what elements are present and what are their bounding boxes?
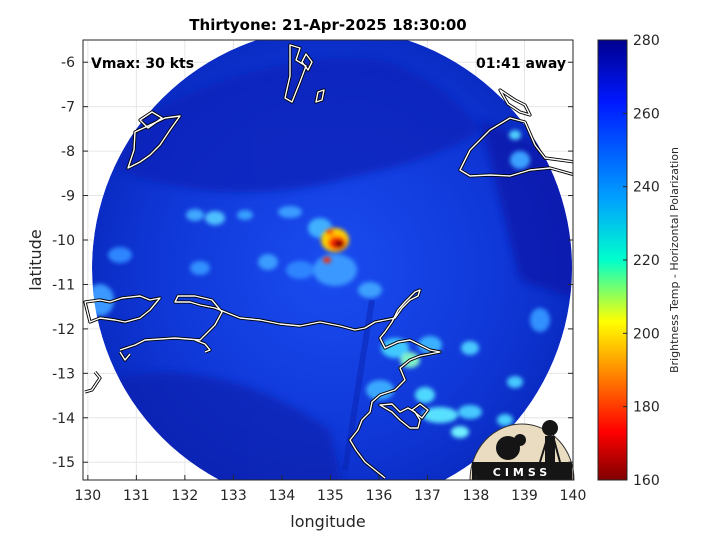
coastlines	[83, 43, 573, 480]
y-tick-label: -10	[52, 233, 75, 249]
x-tick-label: 131	[123, 488, 150, 504]
x-tick-label: 140	[560, 488, 587, 504]
y-tick-label: -14	[52, 411, 75, 427]
colorbar-tick-label: 280	[633, 33, 660, 49]
y-tick-label: -11	[52, 277, 75, 293]
y-tick-label: -13	[52, 366, 75, 382]
x-tick-label: 135	[317, 488, 344, 504]
x-axis-label: longitude	[290, 512, 365, 531]
x-tick-label: 137	[414, 488, 441, 504]
vmax-label: Vmax: 30 kts	[91, 56, 194, 72]
colorbar-label: Brightness Temp - Horizontal Polarizatio…	[668, 147, 681, 373]
y-tick-label: -7	[61, 100, 75, 116]
colorbar-tick-label: 260	[633, 106, 660, 122]
y-tick-label: -8	[61, 144, 75, 160]
colorbar-tick-label: 180	[633, 400, 660, 416]
colorbar-tick-label: 200	[633, 326, 660, 342]
y-tick-label: -12	[52, 322, 75, 338]
cimss-logo: CIMSS	[469, 420, 575, 481]
cimss-logo-text: CIMSS	[493, 466, 551, 479]
x-tick-label: 130	[74, 488, 101, 504]
colorbar	[597, 39, 628, 481]
colorbar-ticks: 280 260 240 220 200 180 160	[623, 33, 660, 489]
colorbar-tick-label: 220	[633, 253, 660, 269]
brightness-swath	[92, 40, 572, 480]
colorbar-tick-label: 240	[633, 180, 660, 196]
y-tick-label: -6	[61, 55, 75, 71]
x-tick-label: 136	[366, 488, 393, 504]
time-away-label: 01:41 away	[476, 56, 566, 72]
axes-border	[82, 39, 574, 481]
y-axis-label: latitude	[26, 229, 45, 290]
x-tick-label: 132	[172, 488, 199, 504]
y-tick-label: -15	[52, 455, 75, 471]
x-tick-label: 138	[463, 488, 490, 504]
x-tick-label: 134	[269, 488, 296, 504]
y-axis-ticks: -6 -7 -8 -9 -10 -11 -12 -13 -14 -15	[52, 55, 573, 471]
x-tick-label: 133	[220, 488, 247, 504]
chart-title: Thirtyone: 21-Apr-2025 18:30:00	[189, 16, 466, 34]
x-tick-label: 139	[511, 488, 538, 504]
x-axis-ticks: 130 131 132 133 134 135 136 137 138 139 140	[74, 475, 586, 504]
colorbar-tick-label: 160	[633, 473, 660, 489]
y-tick-label: -9	[61, 189, 75, 205]
